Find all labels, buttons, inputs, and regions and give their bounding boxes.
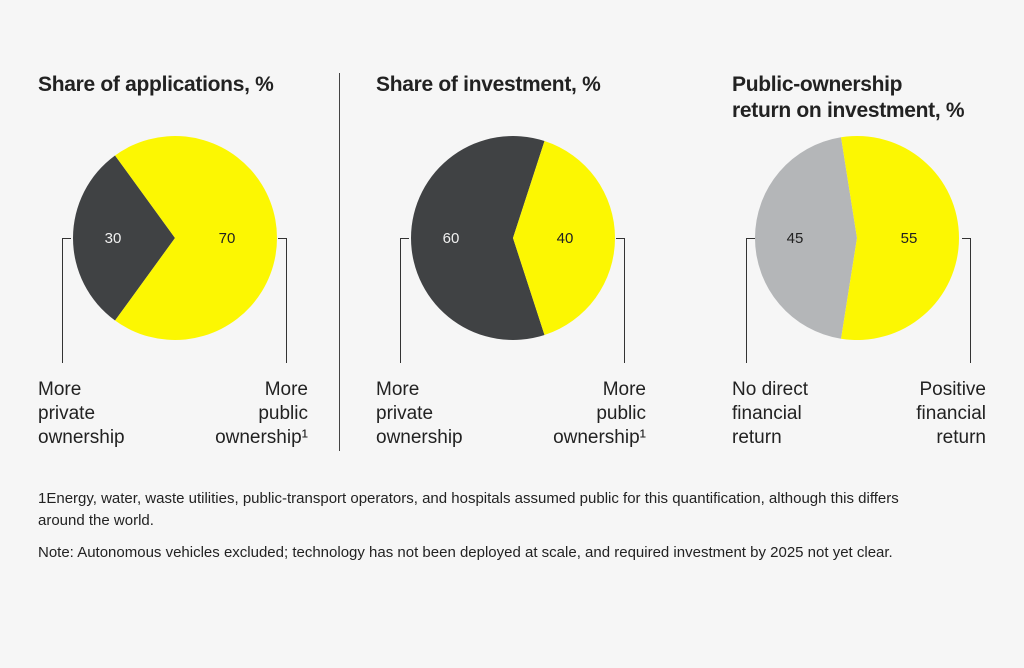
- pie-chart-applications: 30 70: [73, 136, 278, 340]
- slice-value-label-right: 70: [219, 230, 236, 247]
- category-label-right: More public ownership¹: [215, 379, 308, 448]
- panel-title: Public-ownership return on investment, %: [732, 73, 965, 122]
- category-label-right: More public ownership¹: [553, 379, 646, 448]
- chart-panel-return: Public-ownership return on investment, %…: [732, 60, 986, 460]
- note: Note: Autonomous vehicles excluded; tech…: [38, 544, 893, 561]
- leader-line-right: [962, 238, 971, 363]
- pie-chart-investment: 60 40: [411, 136, 615, 340]
- slice-value-label-left: 30: [105, 230, 122, 247]
- pie-slice-left: [754, 137, 857, 339]
- chart-panel-applications: Share of applications, % 30 70 More priva…: [38, 60, 318, 460]
- pie-slice-right: [115, 136, 278, 340]
- category-label-left: More private ownership: [38, 379, 125, 448]
- leader-line-left: [746, 238, 755, 363]
- category-label-right: Positive financial return: [916, 379, 986, 448]
- pie-slice-right: [513, 140, 615, 336]
- category-label-left: No direct financial return: [732, 379, 809, 448]
- pie-slice-right: [841, 136, 959, 340]
- panel-divider: [339, 73, 340, 451]
- footnote: 1Energy, water, waste utilities, public-…: [38, 490, 899, 529]
- chart-panel-investment: Share of investment, % 60 40 More private…: [376, 60, 656, 460]
- slice-value-label-left: 45: [787, 230, 804, 247]
- leader-line-left: [62, 238, 71, 363]
- leader-line-right: [278, 238, 287, 363]
- pie-slice-left: [73, 155, 175, 321]
- leader-line-right: [616, 238, 625, 363]
- leader-line-left: [400, 238, 409, 363]
- category-label-left: More private ownership: [376, 379, 463, 448]
- pie-chart-return: 45 55: [754, 136, 959, 340]
- pie-slice-left: [411, 136, 545, 340]
- slice-value-label-left: 60: [443, 230, 460, 247]
- panel-title: Share of applications, %: [38, 73, 274, 96]
- panel-title: Share of investment, %: [376, 73, 601, 96]
- chart-notes: 1Energy, water, waste utilities, public-…: [38, 488, 938, 574]
- slice-value-label-right: 40: [557, 230, 574, 247]
- slice-value-label-right: 55: [901, 230, 918, 247]
